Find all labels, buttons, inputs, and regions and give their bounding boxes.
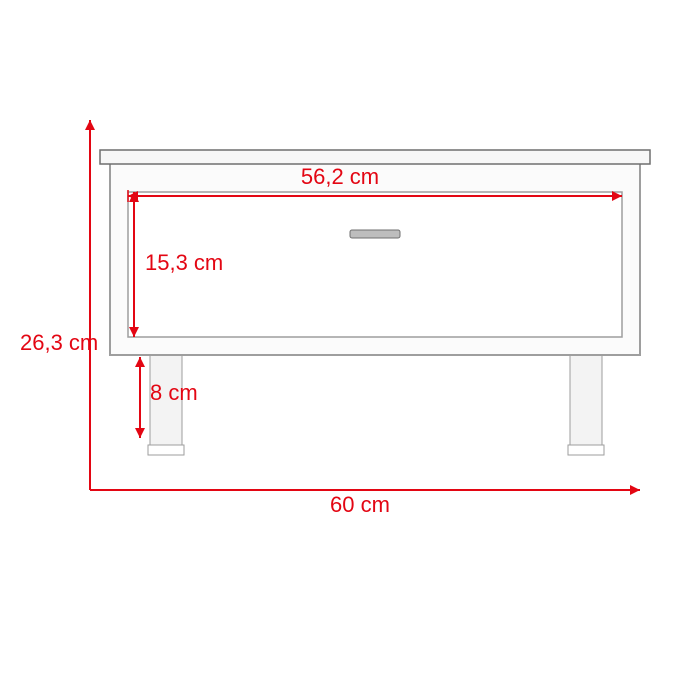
drawer-handle [350, 230, 400, 238]
dim-label-total-height: 26,3 cm [20, 330, 98, 355]
dimension-diagram: 26,3 cm 60 cm 56,2 cm 15,3 cm 8 cm [0, 0, 700, 700]
dim-label-total-width: 60 cm [330, 492, 390, 517]
foot-left [148, 445, 184, 455]
dim-label-inner-width: 56,2 cm [301, 164, 379, 189]
leg-right [570, 355, 602, 445]
dim-label-leg-height: 8 cm [150, 380, 198, 405]
top-slab [100, 150, 650, 164]
foot-right [568, 445, 604, 455]
dim-label-drawer-height: 15,3 cm [145, 250, 223, 275]
